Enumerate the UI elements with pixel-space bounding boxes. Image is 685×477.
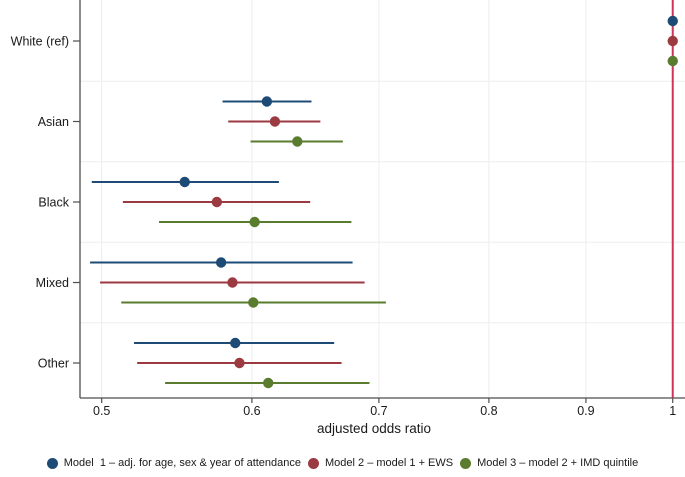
legend-label-model-3: Model 3 – model 2 + IMD quintile xyxy=(477,457,639,469)
or-point xyxy=(261,96,273,107)
or-point xyxy=(249,216,260,228)
x-tick-label: 0.6 xyxy=(243,404,260,418)
x-tick-label: 0.5 xyxy=(93,404,110,418)
legend-item-model-1: Model 1 – adj. for age, sex & year of at… xyxy=(46,457,302,469)
legend-label-model-2: Model 2 – model 1 + EWS xyxy=(325,457,454,469)
legend-marker-model-2-icon xyxy=(308,457,320,469)
category-label: White (ref) xyxy=(11,35,69,49)
or-point xyxy=(292,136,303,147)
or-point xyxy=(215,257,227,268)
x-tick-label: 0.8 xyxy=(480,404,497,418)
x-tick-label: 0.9 xyxy=(577,404,594,418)
or-point xyxy=(263,377,274,389)
or-point xyxy=(667,15,678,27)
or-point xyxy=(667,35,678,47)
x-tick-label: 1 xyxy=(669,404,676,418)
category-label: Other xyxy=(38,357,69,371)
legend-item-model-2: Model 2 – model 1 + EWS xyxy=(308,457,453,469)
legend-marker-model-1-icon xyxy=(46,457,58,469)
or-point xyxy=(179,176,190,188)
legend-label-model-1: Model 1 – adj. for age, sex & year of at… xyxy=(63,457,302,469)
or-point xyxy=(230,337,241,349)
category-label: Mixed xyxy=(36,276,69,290)
x-tick-label: 0.7 xyxy=(370,404,387,418)
or-point xyxy=(667,55,678,67)
or-point xyxy=(248,297,259,308)
legend: Model 1 – adj. for age, sex & year of at… xyxy=(0,452,685,474)
legend-item-model-3: Model 3 – model 2 + IMD quintile xyxy=(460,457,638,469)
or-point xyxy=(234,357,245,369)
x-axis-title: adjusted odds ratio xyxy=(317,421,431,436)
or-point xyxy=(227,277,238,288)
category-label: Asian xyxy=(38,115,69,129)
or-point xyxy=(211,196,223,208)
category-label: Black xyxy=(38,196,69,210)
or-point xyxy=(269,116,281,127)
forest-plot-canvas: 0.5 0.6 0.7 0.8 0.9 1 White (ref) Asian Black Mix… xyxy=(11,0,685,436)
legend-marker-model-3-icon xyxy=(460,457,472,469)
